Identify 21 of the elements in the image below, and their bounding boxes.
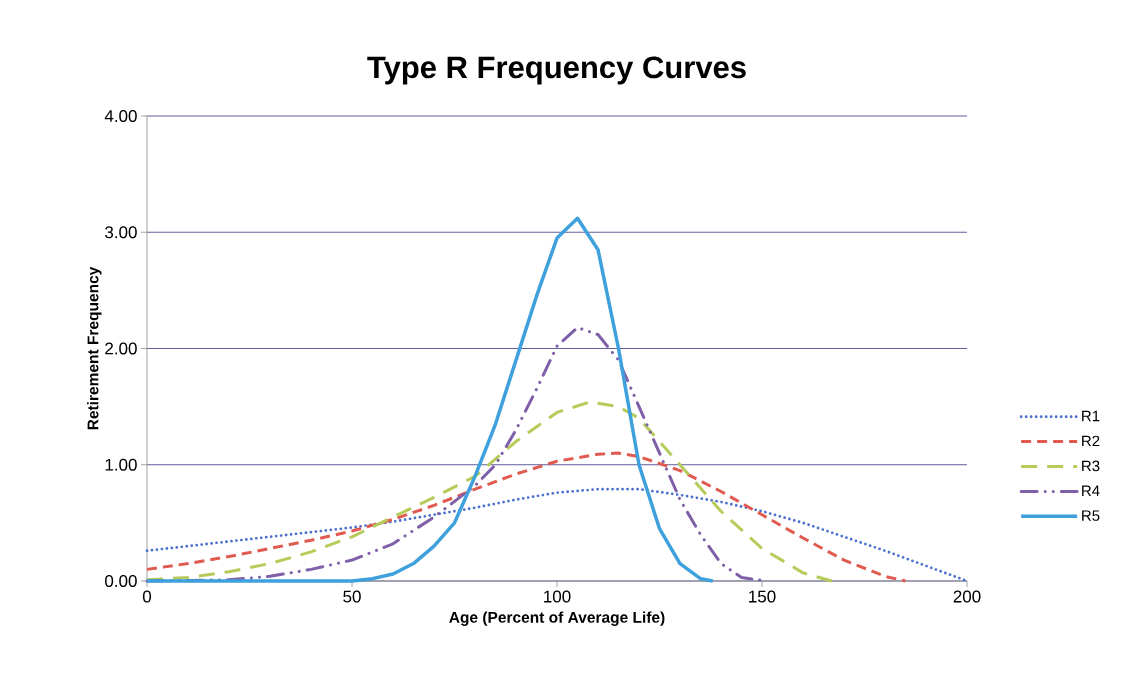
x-tick-label: 150	[749, 590, 776, 603]
x-tick-label: 0	[142, 590, 152, 603]
y-tick-label: 2.00	[105, 342, 137, 355]
y-tick-label: 3.00	[105, 226, 137, 239]
legend-label: R1	[1082, 410, 1100, 422]
x-tick-label: 100	[544, 590, 571, 603]
legend-label: R5	[1082, 510, 1100, 521]
legend-label: R2	[1082, 435, 1100, 447]
y-tick-label: 0.00	[105, 574, 137, 588]
chart-title: Type R Frequency Curves	[367, 56, 746, 85]
line-series	[145, 216, 715, 583]
y-axis-title: Retirement Frequency	[87, 266, 102, 430]
legend-label: R3	[1082, 460, 1100, 472]
x-tick-label: 50	[343, 590, 361, 603]
y-tick-label: 4.00	[104, 109, 137, 123]
legend-label: R4	[1082, 485, 1100, 496]
x-axis-title: Age (Percent of Average Life)	[449, 611, 665, 626]
line-series	[145, 451, 907, 583]
y-tick-label: 1.00	[105, 458, 137, 471]
x-tick-label: 200	[953, 590, 981, 603]
line-series	[145, 400, 834, 583]
